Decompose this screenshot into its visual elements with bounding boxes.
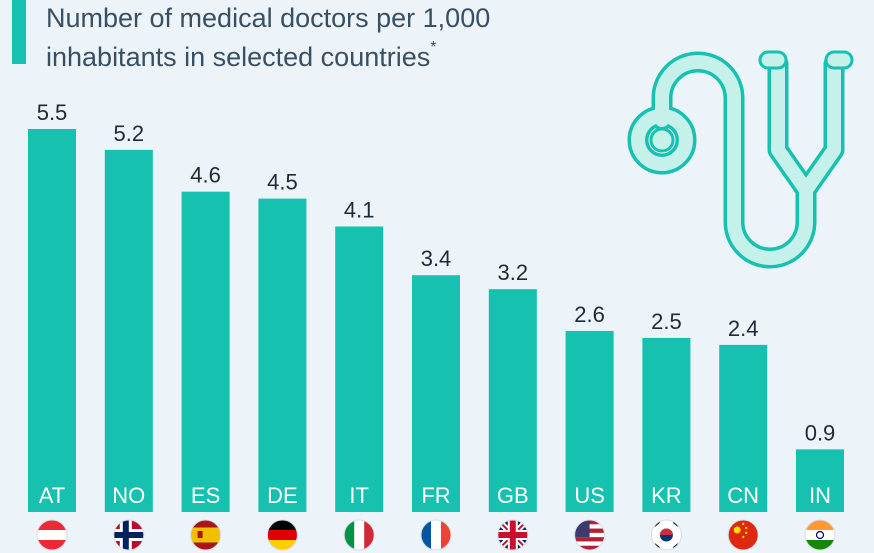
value-label-de: 4.5 [267, 170, 298, 195]
uk-flag [497, 520, 528, 550]
germany-flag [267, 520, 298, 550]
china-flag [728, 520, 759, 550]
category-label-cn: CN [727, 483, 759, 508]
category-label-at: AT [39, 483, 65, 508]
title-accent-bar [12, 0, 26, 64]
bar-no [104, 149, 153, 512]
bar-cn [719, 344, 768, 512]
category-label-in: IN [809, 483, 831, 508]
value-label-it: 4.1 [344, 197, 375, 222]
bar-at [28, 129, 76, 512]
value-label-in: 0.9 [805, 420, 836, 445]
value-label-es: 4.6 [190, 163, 221, 188]
value-label-gb: 3.2 [498, 260, 529, 285]
category-label-it: IT [349, 483, 369, 508]
france-flag [421, 520, 451, 550]
usa-flag [574, 520, 605, 550]
value-label-fr: 3.4 [421, 246, 452, 271]
category-label-no: NO [112, 483, 145, 508]
value-label-cn: 2.4 [728, 316, 759, 341]
spain-flag [190, 520, 221, 550]
bar-es [181, 191, 230, 512]
stethoscope-icon [627, 50, 854, 269]
category-label-es: ES [191, 483, 220, 508]
bar-fr [412, 275, 460, 512]
title-footnote-marker: * [430, 39, 437, 56]
category-label-kr: KR [651, 483, 682, 508]
value-label-no: 5.2 [114, 121, 145, 146]
italy-flag [344, 520, 375, 550]
bar-it [335, 226, 384, 512]
bar-gb [488, 289, 537, 512]
category-label-de: DE [267, 483, 298, 508]
india-flag [805, 520, 835, 550]
bar-us [565, 330, 614, 512]
value-label-us: 2.6 [574, 302, 605, 327]
norway-flag [113, 520, 144, 550]
bar-in [796, 449, 844, 512]
category-label-us: US [574, 483, 605, 508]
category-label-gb: GB [497, 483, 529, 508]
value-label-kr: 2.5 [651, 309, 682, 334]
bar-de [258, 198, 307, 513]
bar-kr [642, 337, 691, 512]
austria-flag [37, 520, 67, 550]
chart-title: Number of medical doctors per 1,000 inha… [46, 3, 491, 72]
category-label-fr: FR [421, 483, 450, 508]
value-label-at: 5.5 [37, 100, 68, 125]
